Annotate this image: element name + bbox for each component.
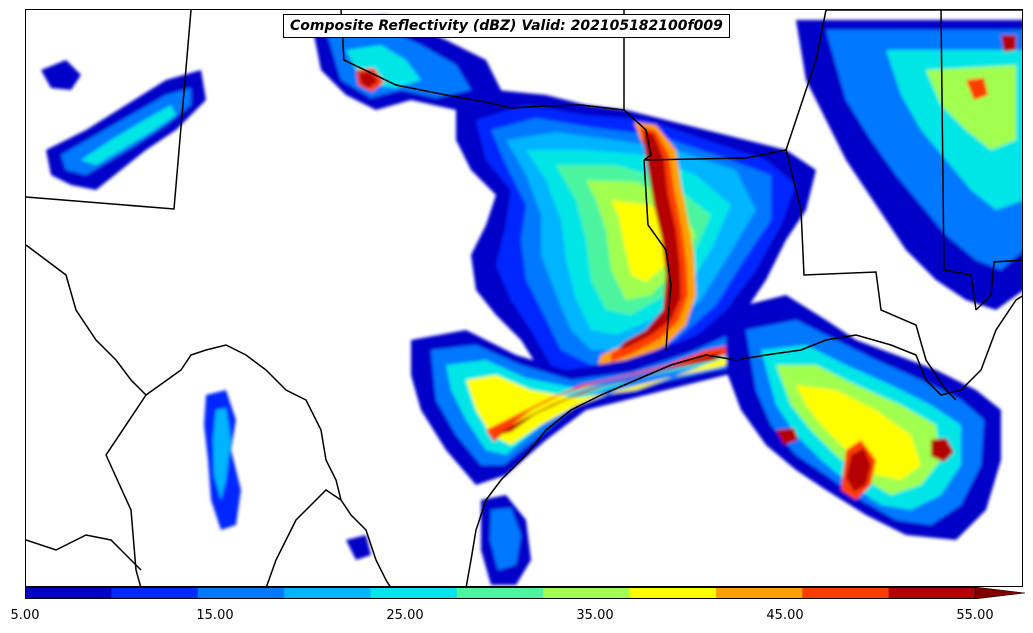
precip-east-texas (456, 90, 816, 395)
colorbar-bin (284, 587, 371, 599)
colorbar-bin (802, 587, 890, 599)
colorbar-extend-arrow (974, 587, 1025, 599)
colorbar-bin (543, 587, 631, 599)
colorbar-frame (25, 587, 976, 599)
colorbar-bin (715, 587, 803, 599)
colorbar-tick-label: 35.00 (576, 608, 614, 623)
colorbar-tick-label: 15.00 (196, 608, 234, 623)
precip-northeast (796, 20, 1022, 310)
precip-coastal (411, 310, 816, 485)
precip-southwest (204, 390, 531, 585)
state-border-al-ga (975, 259, 1022, 311)
colorbar-bin (888, 587, 976, 599)
colorbar-bins (25, 587, 976, 599)
colorbar-bin (370, 587, 458, 599)
gulf-coastline (465, 295, 1022, 586)
colorbar (25, 587, 1025, 599)
colorbar-tick-label: 25.00 (386, 608, 424, 623)
precip-northwest (41, 60, 206, 190)
map-title: Composite Reflectivity (dBZ) Valid: 2021… (283, 14, 730, 38)
colorbar-tick-label: 5.00 (10, 608, 40, 623)
precip-north (311, 15, 506, 110)
precip-louisiana (726, 295, 1001, 540)
colorbar-bin (456, 587, 544, 599)
state-border-ar-la (643, 10, 827, 161)
state-border-nm-ok (340, 10, 625, 111)
mexico-state-line-1 (105, 394, 147, 586)
state-border-co-ks (26, 10, 192, 210)
mexico-state-line-3 (26, 534, 142, 571)
colorbar-bin (629, 587, 717, 599)
state-border-la-ms (785, 149, 957, 401)
map-panel (25, 9, 1023, 587)
colorbar-tick-label: 55.00 (956, 608, 994, 623)
state-border-tx-la (643, 159, 672, 351)
state-border-ms-al (940, 10, 977, 311)
boundaries (26, 10, 1022, 586)
rio-grande-border (26, 244, 391, 586)
precip-field (41, 15, 1022, 585)
colorbar-tick-label: 45.00 (766, 608, 804, 623)
reflectivity-map (26, 10, 1022, 586)
colorbar-bin (111, 587, 199, 599)
mexico-state-line-2 (265, 489, 342, 586)
colorbar-bin (197, 587, 285, 599)
state-border-ok-ar (623, 10, 652, 161)
colorbar-bin (25, 587, 112, 599)
